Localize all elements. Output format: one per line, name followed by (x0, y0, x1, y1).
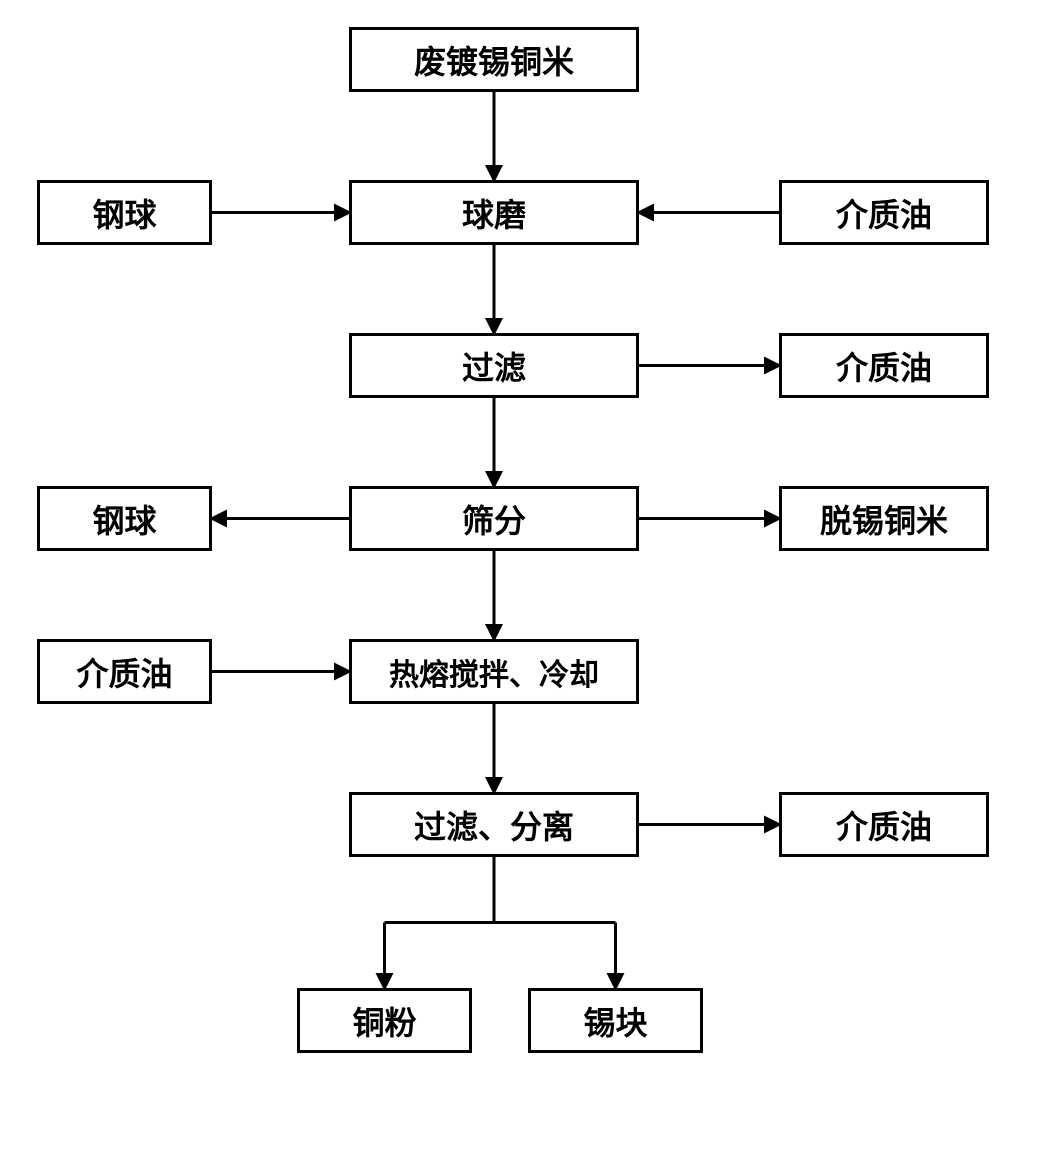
flowchart-node-n1: 废镀锡铜米 (349, 27, 639, 92)
flowchart-node-n11: 热熔搅拌、冷却 (349, 639, 639, 704)
flowchart-node-n10: 介质油 (37, 639, 212, 704)
flowchart-node-n6: 介质油 (779, 333, 989, 398)
flowchart-node-n3: 球磨 (349, 180, 639, 245)
flowchart-node-n14: 铜粉 (297, 988, 472, 1053)
flowchart-node-n15: 锡块 (528, 988, 703, 1053)
flowchart-node-n12: 过滤、分离 (349, 792, 639, 857)
flowchart-node-n13: 介质油 (779, 792, 989, 857)
flowchart-node-n7: 钢球 (37, 486, 212, 551)
flowchart-container: 废镀锡铜米钢球球磨介质油过滤介质油钢球筛分脱锡铜米介质油热熔搅拌、冷却过滤、分离… (0, 0, 1038, 1168)
flowchart-node-n9: 脱锡铜米 (779, 486, 989, 551)
flowchart-node-n2: 钢球 (37, 180, 212, 245)
flowchart-node-n8: 筛分 (349, 486, 639, 551)
flowchart-node-n5: 过滤 (349, 333, 639, 398)
flowchart-node-n4: 介质油 (779, 180, 989, 245)
flowchart-edges (0, 0, 1038, 1168)
